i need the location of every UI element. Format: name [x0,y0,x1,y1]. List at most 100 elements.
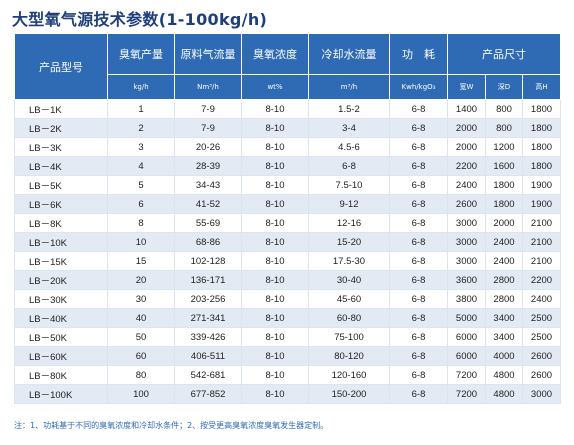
cell-width: 7200 [447,384,486,404]
cell-height: 1900 [522,194,561,214]
cell-gas-flow: 406-511 [174,346,242,366]
cell-model: LB－3K [14,137,108,157]
cell-power: 6-8 [389,384,448,404]
cell-width: 5000 [447,308,486,328]
unit-ozone-output: kg/h [107,74,175,100]
cell-power: 6-8 [389,213,448,233]
cell-cooling-flow: 60-80 [308,308,390,328]
cell-model: LB－15K [14,251,108,271]
table-body: LB－1K 1 7-9 8-10 1.5-2 6-8 1400 800 1800 LB－2K 2 7-… [14,99,561,404]
cell-concentration: 8-10 [241,213,309,233]
cell-height: 3000 [522,384,561,404]
cell-cooling-flow: 15-20 [308,232,390,252]
cell-concentration: 8-10 [241,365,309,385]
cell-model: LB－6K [14,194,108,214]
table-row: LB－2K 2 7-9 8-10 3-4 6-8 2000 800 1800 [14,118,561,138]
cell-concentration: 8-10 [241,327,309,347]
cell-power: 6-8 [389,118,448,138]
cell-power: 6-8 [389,346,448,366]
cell-model: LB－80K [14,365,108,385]
cell-gas-flow: 28-39 [174,156,242,176]
cell-gas-flow: 203-256 [174,289,242,309]
cell-ozone-output: 8 [107,213,175,233]
cell-height: 2100 [522,213,561,233]
unit-gas-flow: Nm³/h [174,74,242,100]
cell-model: LB－40K [14,308,108,328]
cell-model: LB－5K [14,175,108,195]
table-row: LB－100K 100 677-852 8-10 150-200 6-8 7200 4800 3… [14,384,561,404]
cell-model: LB－1K [14,99,108,119]
cell-concentration: 8-10 [241,194,309,214]
cell-width: 3000 [447,251,486,271]
cell-cooling-flow: 4.5-6 [308,137,390,157]
cell-ozone-output: 6 [107,194,175,214]
cell-width: 3600 [447,270,486,290]
cell-depth: 800 [485,118,523,138]
cell-height: 1800 [522,156,561,176]
cell-power: 6-8 [389,175,448,195]
unit-row: kg/h Nm³/h wt% m³/h Kwh/kgO₃ 宽W 深D 高H [15,74,561,100]
table-row: LB－15K 15 102-128 8-10 17.5-30 6-8 3000 2400 210… [14,251,561,271]
cell-height: 2400 [522,289,561,309]
cell-concentration: 8-10 [241,175,309,195]
header-row: 产品型号 臭氧产量 原料气流量 臭氧浓度 冷却水流量 功 耗 产品尺寸 [14,33,561,100]
cell-width: 1400 [447,99,486,119]
cell-width: 2600 [447,194,486,214]
cell-model: LB－2K [14,118,108,138]
header-size: 产品尺寸 [447,33,561,75]
cell-height: 1800 [522,137,561,157]
table-row: LB－40K 40 271-341 8-10 60-80 6-8 5000 3400 2500 [14,308,561,328]
cell-height: 2600 [522,346,561,366]
cell-gas-flow: 55-69 [174,213,242,233]
cell-gas-flow: 102-128 [174,251,242,271]
cell-ozone-output: 20 [107,270,175,290]
cell-power: 6-8 [389,99,448,119]
cell-power: 6-8 [389,232,448,252]
cell-depth: 1600 [485,156,523,176]
cell-depth: 4000 [485,346,523,366]
page-title: 大型氧气源技术参数(1-100kg/h) [12,10,268,29]
cell-cooling-flow: 12-16 [308,213,390,233]
cell-width: 2000 [447,118,486,138]
cell-width: 6000 [447,327,486,347]
cell-model: LB－4K [14,156,108,176]
cell-cooling-flow: 9-12 [308,194,390,214]
cell-ozone-output: 60 [107,346,175,366]
cell-width: 2200 [447,156,486,176]
cell-concentration: 8-10 [241,156,309,176]
header-concentration: 臭氧浓度 [241,33,309,75]
cell-cooling-flow: 1.5-2 [308,99,390,119]
cell-concentration: 8-10 [241,308,309,328]
cell-depth: 3400 [485,327,523,347]
table-row: LB－60K 60 406-511 8-10 80-120 6-8 6000 4000 2600 [14,346,561,366]
cell-gas-flow: 136-171 [174,270,242,290]
table-row: LB－80K 80 542-681 8-10 120-160 6-8 7200 4800 260… [14,365,561,385]
cell-model: LB－100K [14,384,108,404]
cell-power: 6-8 [389,156,448,176]
cell-cooling-flow: 75-100 [308,327,390,347]
cell-width: 3000 [447,232,486,252]
footnote: 注：1、功耗基于不同的臭氧浓度和冷却水条件；2、按受更高臭氧浓度臭氧发生器定制。 [14,421,329,430]
header-gas-flow: 原料气流量 [174,33,242,75]
cell-gas-flow: 41-52 [174,194,242,214]
cell-depth: 3400 [485,308,523,328]
cell-concentration: 8-10 [241,289,309,309]
cell-cooling-flow: 80-120 [308,346,390,366]
table-row: LB－6K 6 41-52 8-10 9-12 6-8 2600 1800 1900 [14,194,561,214]
cell-cooling-flow: 30-40 [308,270,390,290]
cell-height: 2500 [522,327,561,347]
cell-height: 1800 [522,118,561,138]
cell-gas-flow: 677-852 [174,384,242,404]
cell-depth: 1800 [485,194,523,214]
spec-table: 产品型号 臭氧产量 原料气流量 臭氧浓度 冷却水流量 功 耗 产品尺寸 kg/h… [14,33,561,404]
cell-gas-flow: 34-43 [174,175,242,195]
table-row: LB－30K 30 203-256 8-10 45-60 6-8 3800 2800 2400 [14,289,561,309]
cell-power: 6-8 [389,327,448,347]
cell-depth: 2000 [485,213,523,233]
cell-width: 3800 [447,289,486,309]
unit-concentration: wt% [241,74,309,100]
header-model: 产品型号 [14,33,108,100]
header-power: 功 耗 [389,33,448,75]
cell-depth: 2400 [485,232,523,252]
cell-ozone-output: 15 [107,251,175,271]
